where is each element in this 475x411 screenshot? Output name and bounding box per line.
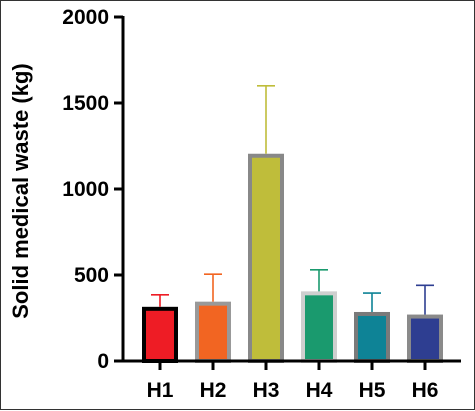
bars	[142, 153, 443, 364]
y-tick-label: 1500	[62, 92, 109, 115]
y-tick-label: 1000	[62, 178, 109, 201]
y-tick-label: 2000	[62, 6, 109, 29]
y-axis-title: Solid medical waste (kg)	[8, 63, 33, 319]
x-tick-label-H6: H6	[412, 379, 439, 402]
y-axis: 0 500 1000 1500 2000	[62, 6, 125, 373]
x-axis: H1 H2 H3 H4 H5 H6	[122, 359, 461, 402]
x-tick-label-H5: H5	[359, 379, 386, 402]
bar-H1	[142, 306, 178, 364]
bar-H3	[248, 153, 284, 363]
x-tick-label-H2: H2	[200, 379, 227, 402]
x-tick-label-H1: H1	[147, 379, 174, 402]
bar-H5	[354, 311, 390, 364]
error-bars	[151, 85, 434, 315]
bar-H6	[407, 314, 443, 363]
x-tick-label-H4: H4	[306, 379, 333, 402]
y-tick-label: 500	[74, 264, 109, 287]
x-tick-label-H3: H3	[253, 379, 280, 402]
bar-H4	[301, 291, 337, 363]
bar-H2	[195, 301, 231, 364]
y-tick-label: 0	[97, 350, 109, 373]
